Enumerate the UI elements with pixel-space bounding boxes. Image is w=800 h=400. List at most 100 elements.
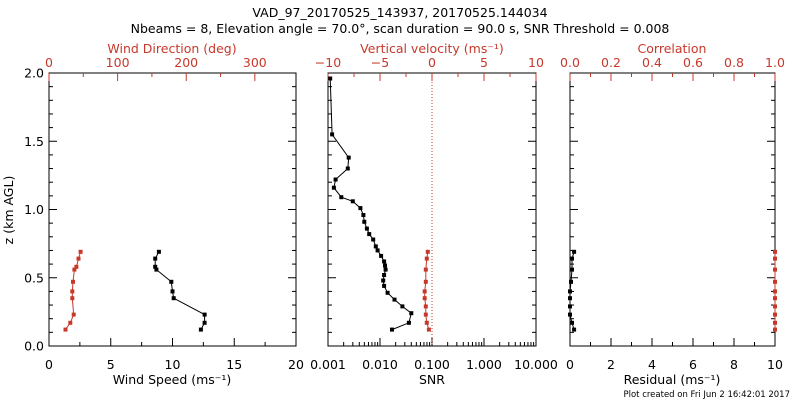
x2-tick-label: 0.8 xyxy=(724,55,744,70)
data-point xyxy=(568,289,572,294)
data-point xyxy=(331,185,336,190)
data-point xyxy=(76,256,81,261)
data-point xyxy=(568,312,572,317)
x-tick-label: 2 xyxy=(607,357,615,372)
data-point xyxy=(367,232,372,237)
x2-tick-label: 1.0 xyxy=(765,55,785,70)
x-tick-label: 20 xyxy=(288,357,304,372)
data-point xyxy=(333,177,338,182)
data-point xyxy=(328,76,333,81)
y-tick-label: 2.0 xyxy=(24,66,44,81)
data-point xyxy=(362,219,367,224)
y-tick-label: 1.5 xyxy=(24,134,44,149)
data-point xyxy=(423,312,428,317)
data-point xyxy=(383,267,388,272)
x-tick-label: 0 xyxy=(45,357,53,372)
data-point xyxy=(198,327,203,332)
wind-panel: Wind Direction (deg) Wind Speed (ms⁻¹) z… xyxy=(1,41,304,387)
data-point xyxy=(406,320,411,325)
data-point xyxy=(330,132,335,137)
data-point xyxy=(423,304,428,309)
x-tick-label: 10.000 xyxy=(514,357,558,372)
data-point xyxy=(72,267,77,272)
data-point xyxy=(400,304,405,309)
residual-panel: Correlation Residual (ms⁻¹) 0 2 4 6 8 10 0.0 0.… xyxy=(560,41,785,387)
data-point xyxy=(383,263,387,268)
data-point xyxy=(71,312,76,317)
data-point xyxy=(773,279,777,284)
data-point xyxy=(425,249,430,254)
x2-tick-label: 100 xyxy=(106,55,130,70)
data-point xyxy=(572,327,577,332)
data-point xyxy=(153,264,158,269)
data-point xyxy=(71,279,75,284)
x2-tick-label: 0.0 xyxy=(560,55,580,70)
data-point xyxy=(339,195,344,200)
data-point xyxy=(202,320,207,325)
data-point xyxy=(154,267,159,272)
residual-panel-frame xyxy=(569,72,776,347)
data-point xyxy=(570,256,574,261)
data-point xyxy=(170,289,175,294)
snr-panel: Vertical velocity (ms⁻¹) SNR 0.001 0.010 0… xyxy=(310,41,558,387)
data-point xyxy=(426,327,431,332)
x2-tick-label: 0.4 xyxy=(642,55,662,70)
data-point xyxy=(773,312,777,317)
data-point xyxy=(570,320,574,325)
y-tick-label: 0.5 xyxy=(24,270,44,285)
x2-tick-label: 0 xyxy=(428,55,436,70)
y-tick-label: 0.0 xyxy=(24,339,44,354)
x2-tick-label: 5 xyxy=(480,55,488,70)
data-point xyxy=(423,267,428,272)
series-line xyxy=(154,251,206,330)
data-point xyxy=(568,304,572,309)
data-point xyxy=(424,320,429,325)
data-point xyxy=(70,296,75,301)
series-line xyxy=(569,251,575,330)
x2-tick-label: 0.6 xyxy=(683,55,703,70)
x2-tick-label: 0 xyxy=(45,55,53,70)
data-point xyxy=(371,237,376,242)
x2-tick-label: −5 xyxy=(371,55,389,70)
data-point xyxy=(78,249,83,254)
data-point xyxy=(63,327,68,332)
x-tick-label: 10 xyxy=(767,357,783,372)
y-tick-label: 1.0 xyxy=(24,202,44,217)
data-point xyxy=(385,290,390,295)
x-tick-label: 15 xyxy=(226,357,242,372)
data-point xyxy=(773,304,777,309)
series-line xyxy=(329,78,412,331)
x-tick-label: 5 xyxy=(107,357,115,372)
y-axis-label: z (km AGL) xyxy=(1,176,16,245)
data-point xyxy=(156,249,161,254)
x2-tick-label: 200 xyxy=(174,55,198,70)
data-point xyxy=(379,253,384,258)
data-point xyxy=(345,166,350,171)
x-tick-label: 0.010 xyxy=(362,357,398,372)
data-point xyxy=(202,312,207,317)
wind-x-label: Wind Speed (ms⁻¹) xyxy=(113,372,232,387)
title-line1: VAD_97_20170525_143937, 20170525.144034 xyxy=(252,5,547,20)
footer-timestamp: Plot created on Fri Jun 2 16:42:01 2017 xyxy=(623,390,790,400)
data-point xyxy=(382,283,387,288)
x2-tick-label: 300 xyxy=(243,55,267,70)
data-point xyxy=(773,256,777,261)
wind-panel-frame xyxy=(48,72,297,347)
data-point xyxy=(572,249,577,254)
x-tick-label: 8 xyxy=(730,357,738,372)
data-point xyxy=(70,289,75,294)
snr-x2-label: Vertical velocity (ms⁻¹) xyxy=(360,41,504,56)
data-point xyxy=(773,296,777,301)
data-point xyxy=(569,279,573,284)
data-point xyxy=(773,289,777,294)
data-point xyxy=(171,296,176,301)
data-point xyxy=(382,273,387,277)
x-tick-label: 0.100 xyxy=(414,357,450,372)
data-point xyxy=(381,278,386,283)
data-point xyxy=(409,311,414,316)
x-tick-label: 1.000 xyxy=(466,357,502,372)
series-line xyxy=(424,251,430,330)
residual-x2-label: Correlation xyxy=(638,41,707,56)
data-point xyxy=(350,199,355,204)
data-point xyxy=(423,279,428,284)
